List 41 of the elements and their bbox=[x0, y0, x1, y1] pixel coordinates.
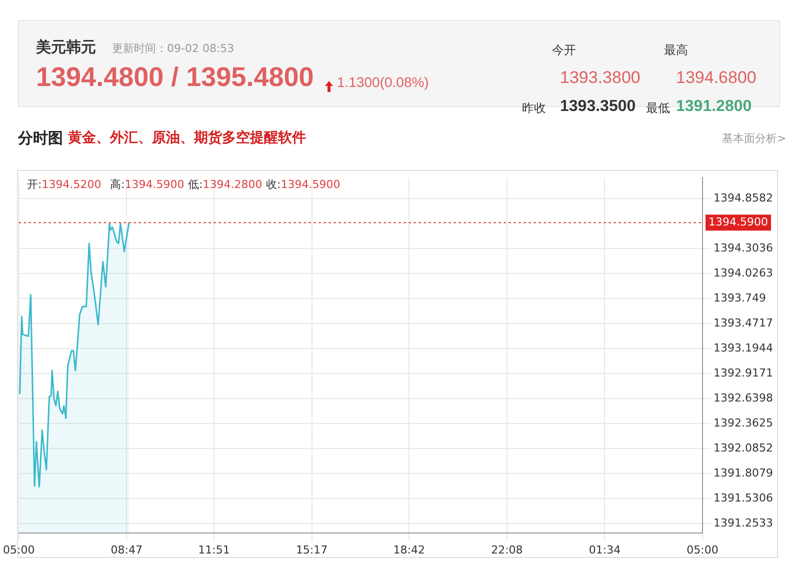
y-tick-label: 1391.2533 bbox=[714, 516, 774, 530]
text: 基本面分析> bbox=[722, 131, 786, 146]
x-tick-label: 05:00 bbox=[3, 543, 35, 556]
y-tick-label: 1393.4717 bbox=[714, 316, 774, 330]
text: 1393.3500 bbox=[560, 98, 636, 116]
chart-subtitle: 更新时间：09-02 08:53 bbox=[112, 41, 234, 56]
annotation: 收:1394.5900 bbox=[266, 177, 340, 192]
x-tick-label: 01:34 bbox=[588, 543, 621, 556]
y-tick-label: 1392.0852 bbox=[714, 441, 774, 454]
x-tick-label: 22:08 bbox=[491, 543, 523, 556]
text: 分时图 bbox=[18, 129, 63, 148]
y-tick-label: 1392.3625 bbox=[714, 416, 774, 430]
text: 黄金、外汇、原油、期货多空提醒软件 bbox=[68, 129, 306, 147]
text: 最高 bbox=[664, 42, 688, 59]
x-tick-label: 11:51 bbox=[198, 543, 230, 556]
x-tick-label: 15:17 bbox=[296, 543, 328, 556]
y-tick-label: 1394.3036 bbox=[714, 241, 774, 254]
text: 1393.3800 bbox=[560, 68, 640, 88]
y-tick-label: 1393.1944 bbox=[714, 341, 774, 354]
y-tick-label: 1391.8079 bbox=[714, 466, 774, 480]
x-tick-label: 18:42 bbox=[393, 543, 425, 556]
x-tick-label: 08:47 bbox=[110, 543, 142, 556]
annotation: 开:1394.5200 bbox=[27, 177, 102, 192]
y-tick-label: 1392.9171 bbox=[714, 366, 774, 380]
text: 最低 bbox=[646, 100, 670, 117]
text: 1394.6800 bbox=[676, 68, 756, 88]
text: 1391.2800 bbox=[676, 98, 752, 116]
annotation: 高:1394.5900 bbox=[110, 177, 184, 192]
ref-line-label: 1394.5900 bbox=[708, 216, 768, 229]
y-tick-label: 1392.6398 bbox=[714, 391, 774, 404]
y-tick-label: 1391.5306 bbox=[714, 491, 774, 504]
y-tick-label: 1393.749 bbox=[714, 291, 766, 304]
text: 昨收 bbox=[522, 100, 546, 117]
y-tick-label: 1394.8582 bbox=[714, 191, 774, 204]
x-tick-label: 05:00 bbox=[686, 543, 718, 556]
text: 1394.4800 / 1395.4800 bbox=[36, 62, 314, 93]
text: 今开 bbox=[552, 42, 576, 59]
y-tick-label: 1394.0263 bbox=[714, 266, 774, 280]
annotation: 低:1394.2800 bbox=[188, 177, 262, 192]
chart-title: 美元韩元 bbox=[36, 38, 96, 57]
text: 1.1300(0.08%) bbox=[337, 74, 429, 90]
